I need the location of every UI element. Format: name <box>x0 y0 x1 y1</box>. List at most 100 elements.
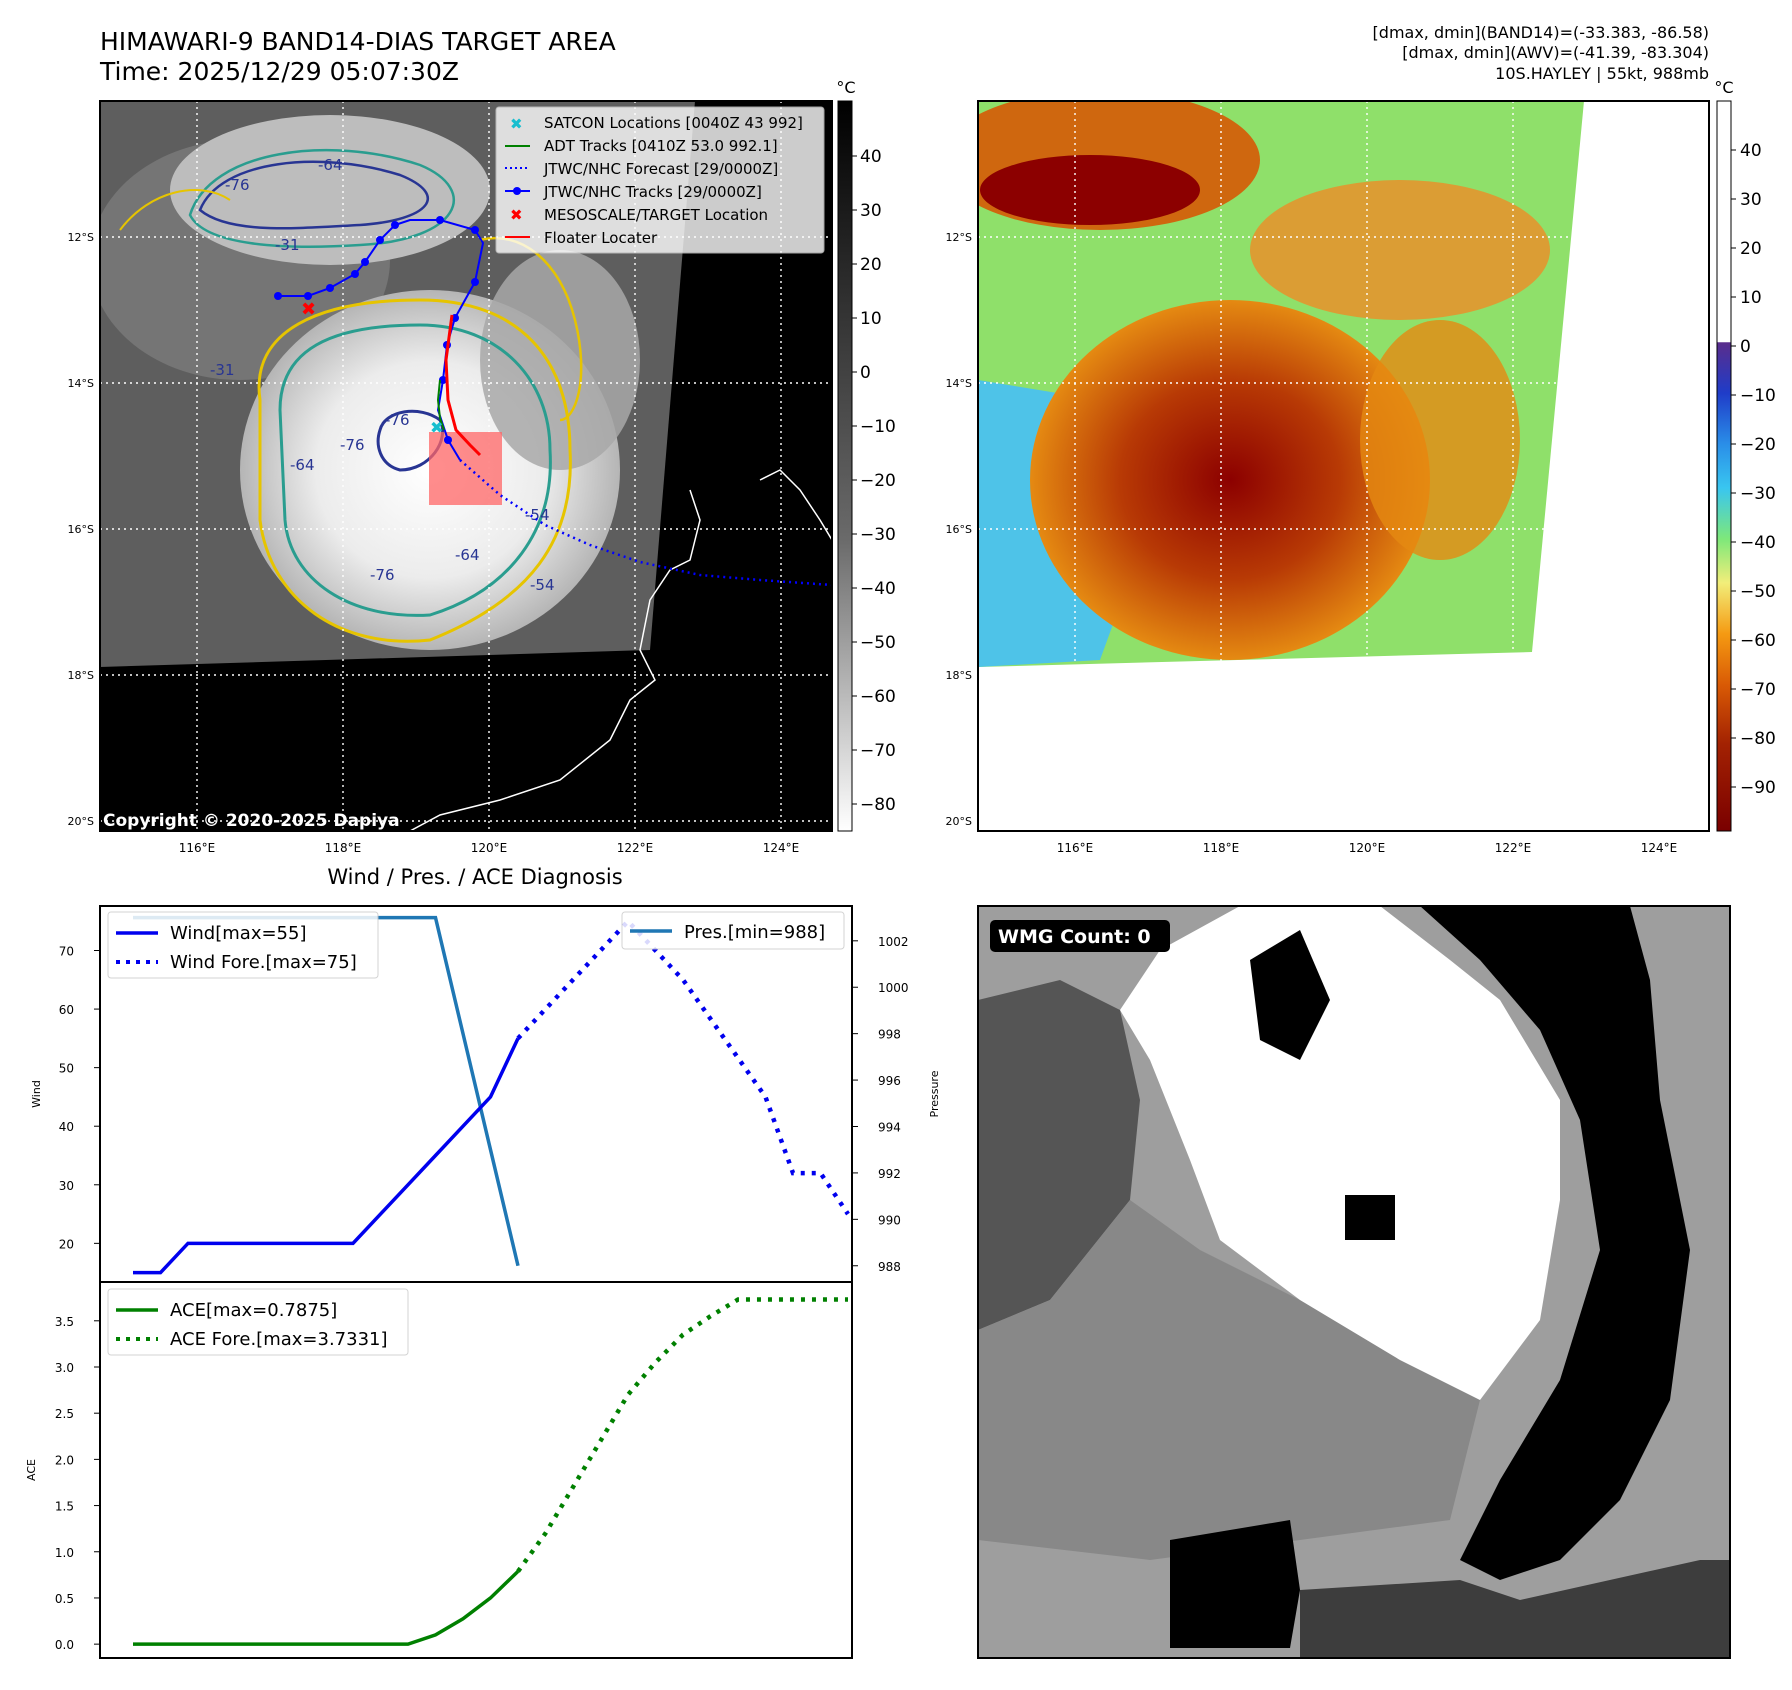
map2-colorbar-tick-label: −80 <box>1740 729 1776 749</box>
contour-label: -54 <box>525 506 550 524</box>
map2-lon-label: 124°E <box>1641 841 1678 855</box>
map2-colorbar-tick-label: −60 <box>1740 631 1776 651</box>
map1-contour-teal <box>278 323 552 617</box>
wmg-black-patch <box>1250 930 1330 1060</box>
wind-fore-legend-label: Wind Fore.[max=75] <box>170 952 357 973</box>
satcon-marker: ✖ <box>430 418 443 437</box>
map2-colorbar-tick-label: 10 <box>1740 288 1762 308</box>
map2-storm-core <box>1030 300 1430 660</box>
contour-label: -31 <box>275 236 300 254</box>
pressure-y-tick-label: 1002 <box>878 935 909 949</box>
wind-legend: Wind[max=55] Wind Fore.[max=75] <box>107 911 379 979</box>
diagnosis-title: Wind / Pres. / ACE Diagnosis <box>327 865 622 889</box>
map2-band-northeast <box>1250 180 1550 320</box>
map2-lat-label: 18°S <box>946 669 972 682</box>
contour-label: -64 <box>318 156 343 174</box>
map2-colorbar-tick-label: −10 <box>1740 386 1776 406</box>
map1-colorbar-tick-label: −10 <box>860 417 896 437</box>
wind-y-tick-label: 40 <box>59 1120 74 1134</box>
ace-y-tick-label: 0.5 <box>55 1592 74 1606</box>
wmg-label-box <box>990 920 1170 952</box>
adt-track-line <box>436 379 445 431</box>
contour-label: -76 <box>340 436 365 454</box>
map2-colorbar-tick-label: 40 <box>1740 141 1762 161</box>
map2-colorbar-tick-label: −90 <box>1740 778 1776 798</box>
ace-legend-box <box>107 1288 409 1356</box>
ace-y-tick-label: 3.0 <box>55 1361 74 1375</box>
legend-target-label: MESOSCALE/TARGET Location <box>544 206 768 224</box>
wind-y-tick-label: 60 <box>59 1003 74 1017</box>
pressure-legend-label: Pres.[min=988] <box>684 922 825 943</box>
ace-y-tick-label: 2.0 <box>55 1453 74 1467</box>
contour-label: -76 <box>385 411 410 429</box>
pressure-y-label: Pressure <box>928 1070 941 1117</box>
map1-colorbar-unit: °C <box>836 78 855 97</box>
map2-lon-label: 120°E <box>1349 841 1386 855</box>
pressure-legend: Pres.[min=988] <box>621 911 845 950</box>
map2-colorbar <box>1716 100 1732 832</box>
map1-contour-north-teal <box>188 149 455 248</box>
map1-coastline-east <box>759 469 832 541</box>
wmg-black-region-south <box>1170 1520 1300 1648</box>
map2-lon-label: 122°E <box>1495 841 1532 855</box>
map1-contour-labels: -76 -64 -31 -76 -64 -76 -54 -31 -54 -64 -76 <box>210 156 555 594</box>
ace-legend: ACE[max=0.7875] ACE Fore.[max=3.7331] <box>107 1288 409 1356</box>
legend-forecast-label: JTWC/NHC Forecast [29/0000Z] <box>543 160 778 178</box>
map1-colorbar-tick-label: −50 <box>860 633 896 653</box>
map2-band-north-core <box>980 155 1200 225</box>
legend-track-dot-icon <box>513 187 521 195</box>
legend-track-label: JTWC/NHC Tracks [29/0000Z] <box>543 183 762 201</box>
map1-cloud-east <box>480 250 640 470</box>
copyright-text: Copyright © 2020-2025 Dapiya <box>103 811 400 831</box>
contour-label: -31 <box>210 361 235 379</box>
legend-adt-label: ADT Tracks [0410Z 53.0 992.1] <box>544 137 778 155</box>
map2-colorbar-tick-label: 30 <box>1740 190 1762 210</box>
pressure-y-tick-label: 988 <box>878 1260 901 1274</box>
ace-y-tick-label: 1.0 <box>55 1546 74 1560</box>
legend-satcon-label: SATCON Locations [0040Z 43 992] <box>544 114 803 132</box>
map1-colorbar-tick-label: −70 <box>860 741 896 761</box>
map1-lat-labels: 12°S 14°S 16°S 18°S 20°S <box>68 231 94 828</box>
contour-label: -64 <box>290 456 315 474</box>
legend-satcon-icon: ✖ <box>510 115 523 133</box>
pressure-y-ticks: 988 990 992 994 996 998 1000 1002 <box>852 935 909 1274</box>
diagnosis-panel: Wind / Pres. / ACE Diagnosis 20 30 40 50 60 7… <box>25 865 941 1659</box>
floater-track-line <box>444 314 482 457</box>
ace-y-tick-label: 3.5 <box>55 1315 74 1329</box>
wind-y-ticks: 20 30 40 50 60 70 <box>59 945 100 1251</box>
contour-label: -64 <box>455 546 480 564</box>
wmg-mid-region-south <box>978 1200 1480 1560</box>
map1-colorbar-tick-label: 20 <box>860 255 882 275</box>
wmg-black-region-east <box>1420 906 1690 1580</box>
map1-contour-yellow-outer <box>257 298 572 643</box>
map1-lon-label: 118°E <box>325 841 362 855</box>
map2-lat-label: 12°S <box>946 231 972 244</box>
wind-y-tick-label: 70 <box>59 945 74 959</box>
map2-colorbar-tick-label: −50 <box>1740 582 1776 602</box>
ace-series <box>133 1570 520 1646</box>
pressure-y-tick-label: 992 <box>878 1167 901 1181</box>
map1-coastline <box>409 489 701 831</box>
map1-lat-label: 14°S <box>68 377 94 390</box>
ace-fore-legend-label: ACE Fore.[max=3.7331] <box>170 1329 388 1350</box>
map1-colorbar-ticks: 40 30 20 10 0 −10 −20 −30 −40 −50 −60 −70 −80 <box>852 147 896 815</box>
wmg-dark-region-southeast <box>1300 1560 1730 1658</box>
ace-y-tick-label: 1.5 <box>55 1500 74 1514</box>
map2-colorbar-ticks: 40 30 20 10 0 −10 −20 −30 −40 −50 −60 −70 −80 −90 <box>1731 141 1776 798</box>
pressure-legend-box <box>621 911 845 950</box>
wind-series <box>133 1037 520 1275</box>
target-location-marker: ✖ <box>301 299 316 320</box>
contour-label: -76 <box>370 566 395 584</box>
floater-box <box>429 432 502 505</box>
map2-outer-band <box>1360 320 1520 560</box>
contour-label: -54 <box>530 576 555 594</box>
wind-legend-label: Wind[max=55] <box>170 923 307 944</box>
map2-lat-label: 20°S <box>946 815 972 828</box>
pressure-y-tick-label: 996 <box>878 1074 901 1088</box>
wind-y-tick-label: 30 <box>59 1179 74 1193</box>
wind-legend-box <box>107 911 379 979</box>
map1-lat-label: 20°S <box>68 815 94 828</box>
map1-legend: ✖ ✖ SATCON Locations [0040Z 43 992] ADT … <box>495 106 825 254</box>
wmg-black-square <box>1345 1195 1395 1240</box>
